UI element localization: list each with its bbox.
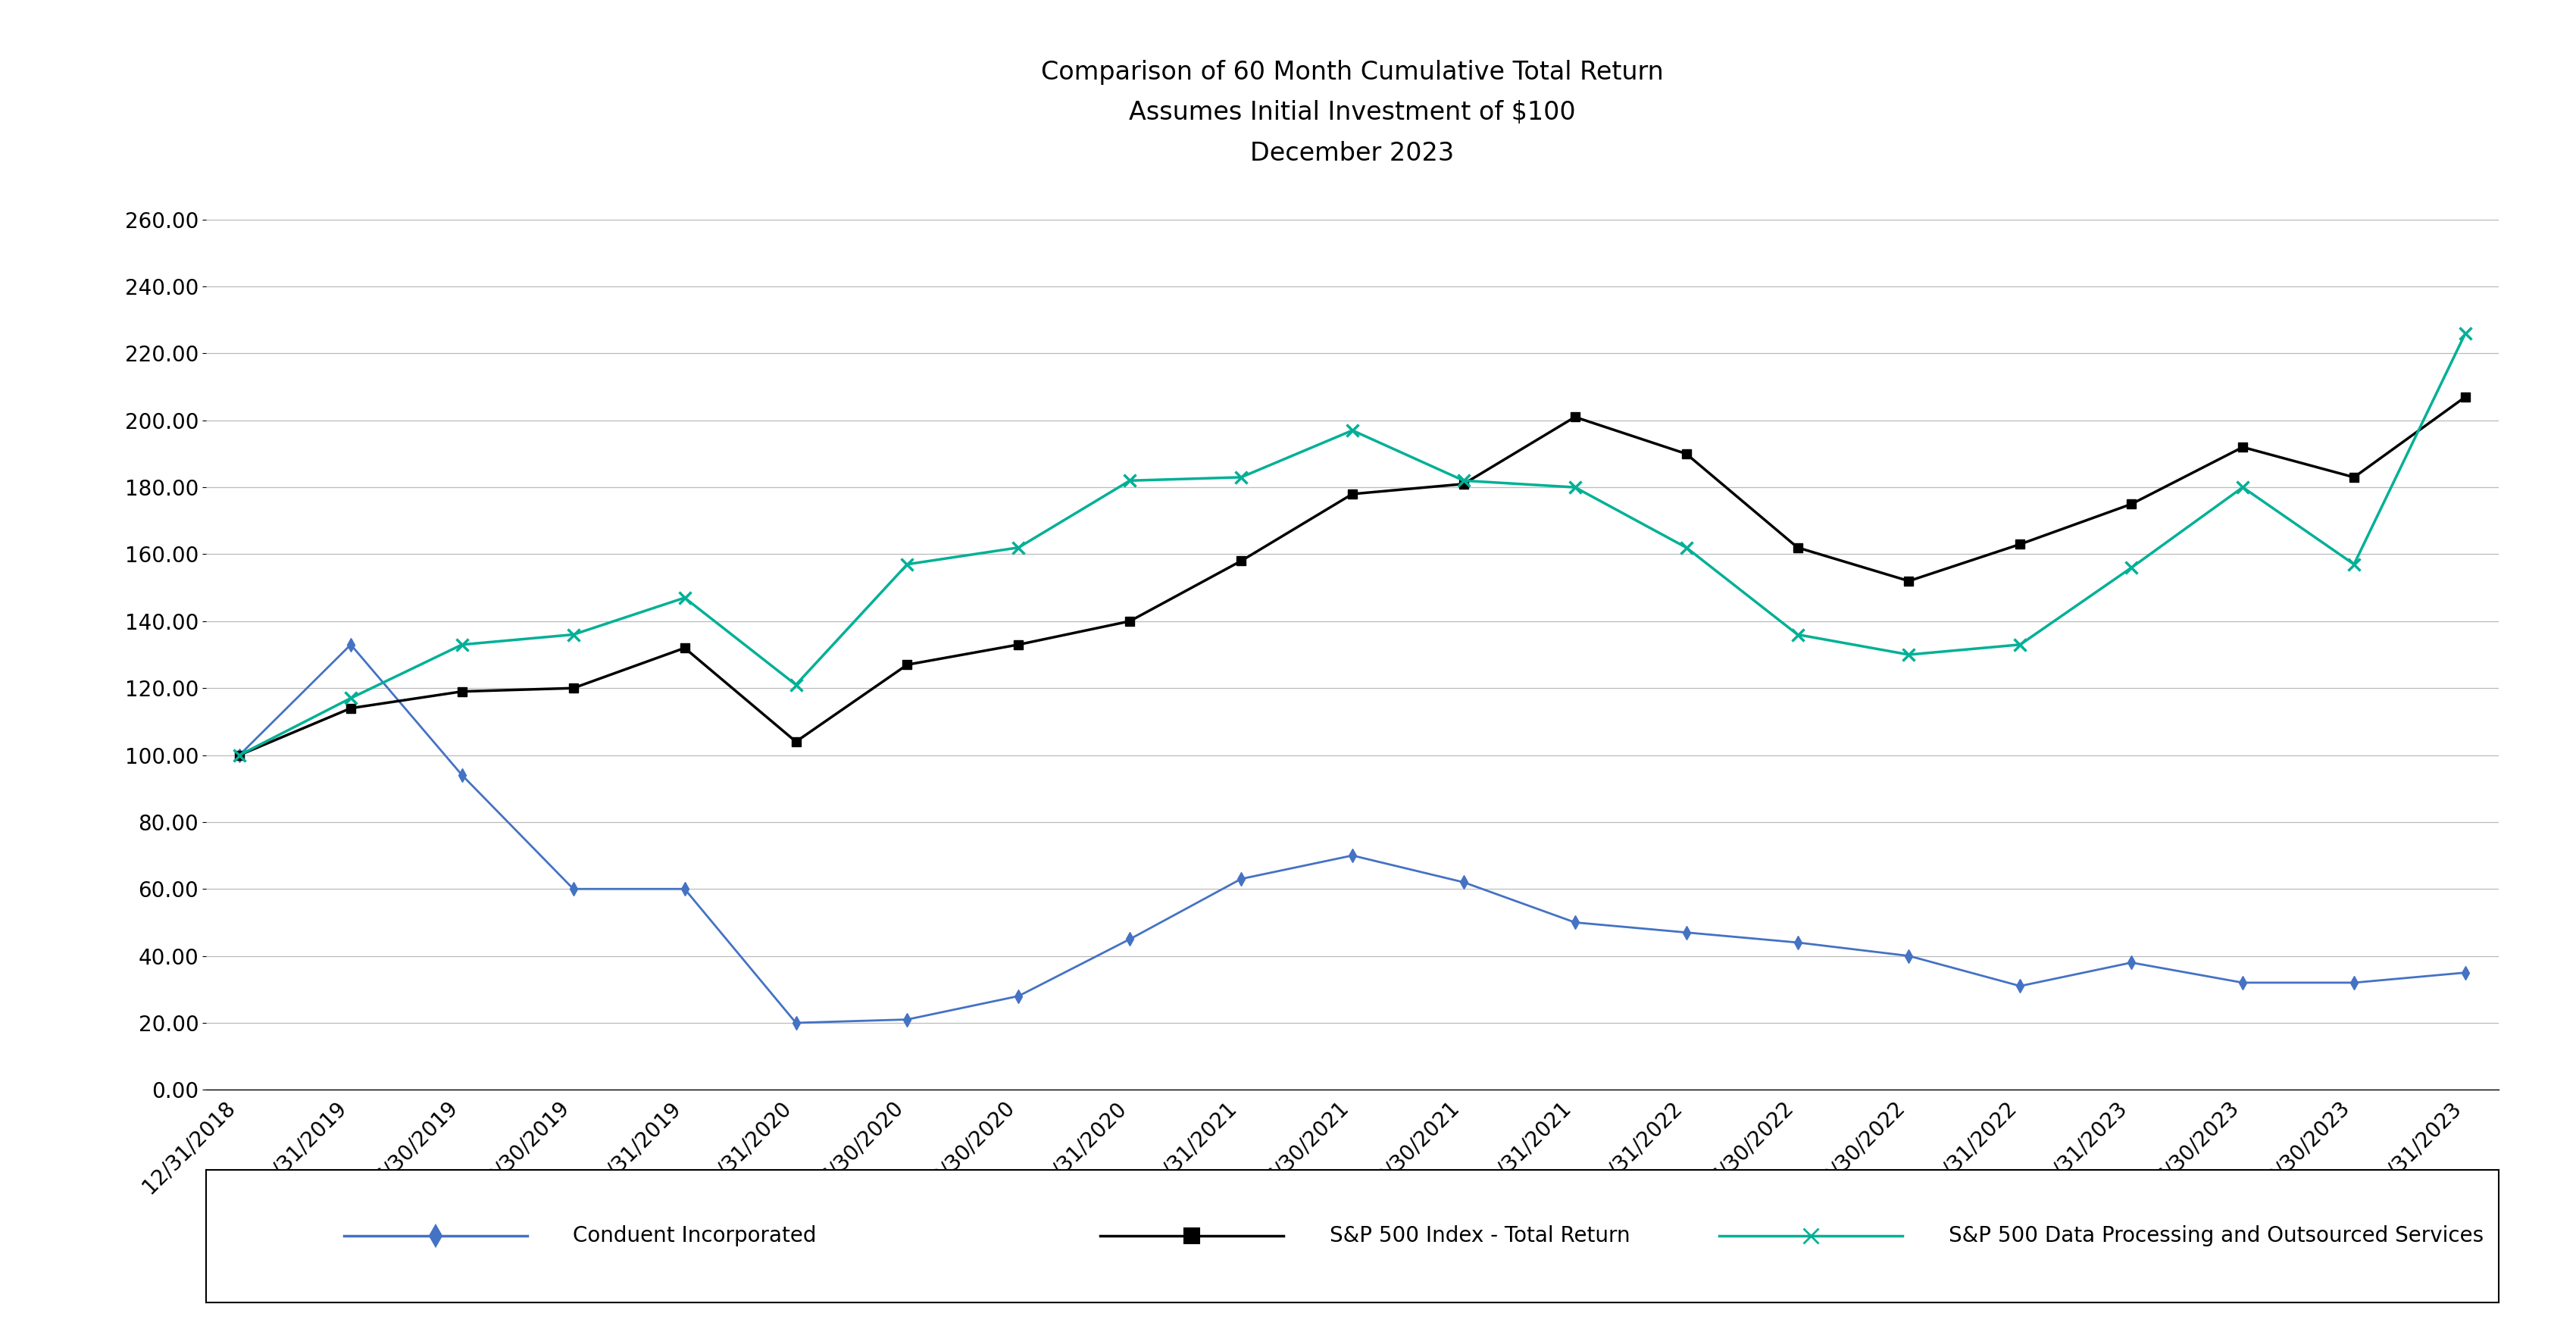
S&P 500 Data Processing and Outsourced Services: [2115, 560, 2146, 575]
S&P 500 Data Processing and Outsourced Services: [1448, 473, 1479, 489]
S&P 500 Data Processing and Outsourced Services: [1672, 540, 1703, 556]
Conduent Incorporated: [1002, 987, 1033, 1003]
Conduent Incorporated: [335, 637, 366, 653]
Conduent Incorporated: [1115, 932, 1146, 948]
Conduent Incorporated: [1558, 914, 1589, 930]
Conduent Incorporated: [2115, 954, 2146, 970]
S&P 500 Index - Total Return: [446, 683, 477, 699]
S&P 500 Data Processing and Outsourced Services: [1893, 647, 1924, 663]
S&P 500 Index - Total Return: [1226, 553, 1257, 569]
Text: S&P 500 Index - Total Return: S&P 500 Index - Total Return: [1329, 1225, 1631, 1247]
Conduent Incorporated: [891, 1011, 922, 1027]
S&P 500 Data Processing and Outsourced Services: [2339, 557, 2370, 573]
S&P 500 Index - Total Return: [1337, 486, 1368, 502]
S&P 500 Data Processing and Outsourced Services: [1226, 469, 1257, 485]
S&P 500 Data Processing and Outsourced Services: [891, 557, 922, 573]
S&P 500 Index - Total Return: [2004, 536, 2035, 552]
S&P 500 Index - Total Return: [1783, 540, 1814, 556]
Conduent Incorporated: [224, 747, 255, 763]
S&P 500 Index - Total Return: [2339, 469, 2370, 485]
S&P 500 Index - Total Return: [559, 680, 590, 696]
S&P 500 Data Processing and Outsourced Services: [2228, 480, 2259, 496]
Line: Conduent Incorporated: Conduent Incorporated: [234, 639, 2470, 1027]
S&P 500 Index - Total Return: [2228, 439, 2259, 455]
S&P 500 Index - Total Return: [2450, 389, 2481, 405]
Text: S&P 500 Data Processing and Outsourced Services: S&P 500 Data Processing and Outsourced S…: [1947, 1225, 2483, 1247]
Conduent Incorporated: [1893, 948, 1924, 964]
Line: S&P 500 Index - Total Return: S&P 500 Index - Total Return: [234, 392, 2470, 760]
S&P 500 Index - Total Return: [1558, 409, 1589, 425]
Conduent Incorporated: [1226, 870, 1257, 886]
S&P 500 Data Processing and Outsourced Services: [2450, 326, 2481, 342]
Title: Comparison of 60 Month Cumulative Total Return
Assumes Initial Investment of $10: Comparison of 60 Month Cumulative Total …: [1041, 60, 1664, 166]
S&P 500 Data Processing and Outsourced Services: [1002, 540, 1033, 556]
Conduent Incorporated: [1672, 925, 1703, 941]
Conduent Incorporated: [670, 881, 701, 897]
Conduent Incorporated: [559, 881, 590, 897]
S&P 500 Index - Total Return: [1448, 476, 1479, 492]
Conduent Incorporated: [1337, 848, 1368, 864]
Conduent Incorporated: [2450, 965, 2481, 981]
S&P 500 Index - Total Return: [1672, 445, 1703, 461]
Conduent Incorporated: [446, 767, 477, 783]
S&P 500 Index - Total Return: [670, 641, 701, 657]
S&P 500 Index - Total Return: [781, 734, 811, 750]
S&P 500 Data Processing and Outsourced Services: [335, 690, 366, 706]
S&P 500 Data Processing and Outsourced Services: [446, 637, 477, 653]
S&P 500 Data Processing and Outsourced Services: [224, 747, 255, 763]
S&P 500 Data Processing and Outsourced Services: [781, 676, 811, 692]
S&P 500 Index - Total Return: [1115, 613, 1146, 629]
Conduent Incorporated: [2339, 974, 2370, 990]
Conduent Incorporated: [1783, 934, 1814, 950]
S&P 500 Index - Total Return: [2115, 496, 2146, 512]
S&P 500 Data Processing and Outsourced Services: [1783, 626, 1814, 642]
S&P 500 Index - Total Return: [891, 657, 922, 672]
S&P 500 Data Processing and Outsourced Services: [1558, 480, 1589, 496]
Conduent Incorporated: [1448, 874, 1479, 890]
S&P 500 Data Processing and Outsourced Services: [1115, 473, 1146, 489]
Conduent Incorporated: [2228, 974, 2259, 990]
S&P 500 Data Processing and Outsourced Services: [2004, 637, 2035, 653]
S&P 500 Index - Total Return: [1002, 637, 1033, 653]
Conduent Incorporated: [2004, 978, 2035, 994]
Text: Conduent Incorporated: Conduent Incorporated: [572, 1225, 817, 1247]
S&P 500 Data Processing and Outsourced Services: [559, 626, 590, 642]
S&P 500 Index - Total Return: [335, 700, 366, 716]
S&P 500 Index - Total Return: [224, 747, 255, 763]
S&P 500 Data Processing and Outsourced Services: [670, 590, 701, 606]
Line: S&P 500 Data Processing and Outsourced Services: S&P 500 Data Processing and Outsourced S…: [234, 327, 2470, 762]
S&P 500 Index - Total Return: [1893, 573, 1924, 589]
S&P 500 Data Processing and Outsourced Services: [1337, 423, 1368, 439]
Conduent Incorporated: [781, 1015, 811, 1031]
